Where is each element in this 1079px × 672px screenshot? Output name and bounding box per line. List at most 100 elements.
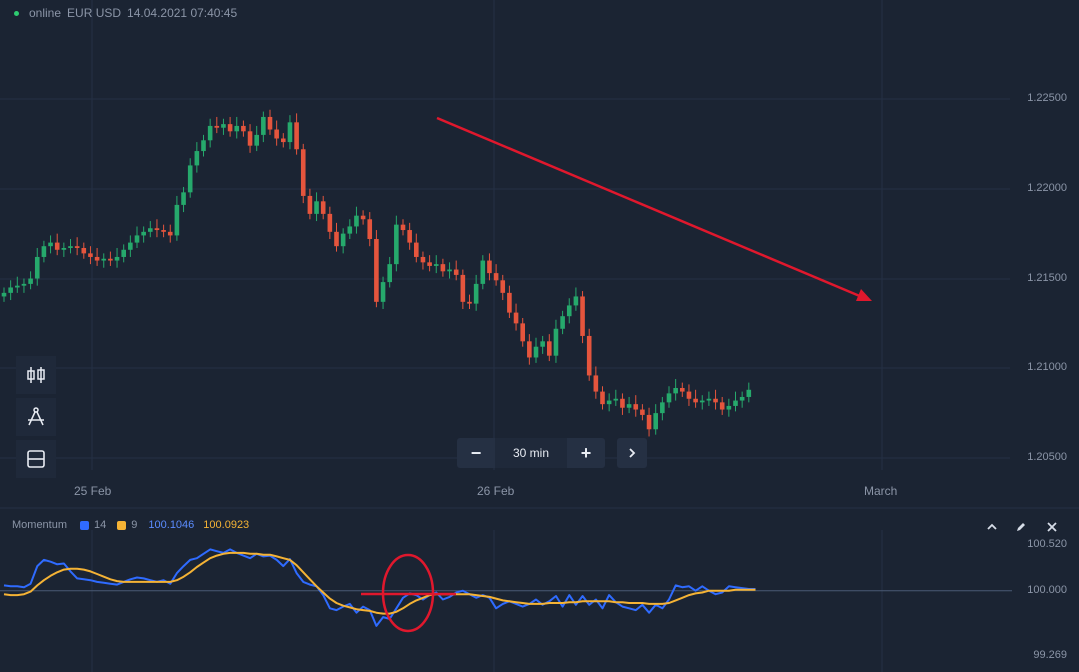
candle-up xyxy=(626,404,632,408)
momentum-9-line xyxy=(3,551,756,615)
candle-down xyxy=(274,129,279,139)
candle-down xyxy=(593,375,599,392)
candle-up xyxy=(733,400,738,406)
price-tick: 1.20500 xyxy=(1027,451,1067,463)
candle-down xyxy=(241,125,246,132)
candle-up xyxy=(201,140,206,152)
candle-down xyxy=(407,230,412,243)
candle-down xyxy=(320,201,326,214)
date-tick: 26 Feb xyxy=(477,484,515,498)
close-indicator-button[interactable] xyxy=(1043,518,1061,536)
candle-up xyxy=(613,398,619,401)
candle-down xyxy=(460,274,466,302)
candle-up xyxy=(354,215,359,227)
status-label: online xyxy=(29,6,62,20)
candle-down xyxy=(440,264,446,272)
indicator-tick: 99.269 xyxy=(1033,649,1067,661)
collapse-icon xyxy=(987,523,997,530)
indicator-legend: Momentum 14 9 100.1046 100.0923 xyxy=(12,519,249,531)
indicator-period-1: 14 xyxy=(94,519,107,531)
candle-down xyxy=(453,269,459,275)
drawing-compass-icon xyxy=(28,407,44,426)
candle-up xyxy=(1,292,7,297)
indicator-name: Momentum xyxy=(12,519,68,531)
edit-icon xyxy=(1017,523,1025,531)
candle-up xyxy=(287,122,293,143)
series-swatch-orange xyxy=(117,520,127,530)
candle-up xyxy=(61,247,67,250)
candle-up xyxy=(174,204,180,236)
series-swatch-blue xyxy=(80,520,90,530)
zoom-out-button[interactable]: − xyxy=(470,442,482,463)
candle-up xyxy=(314,201,319,214)
online-status-dot xyxy=(14,10,19,16)
indicator-value-2: 100.0923 xyxy=(203,519,250,531)
candle-up xyxy=(141,231,146,236)
candle-down xyxy=(520,323,525,342)
candle-up xyxy=(234,125,240,132)
candle-down xyxy=(487,260,492,274)
candle-down xyxy=(420,256,426,263)
candle-down xyxy=(680,387,685,392)
edit-indicator-button[interactable] xyxy=(1012,518,1030,536)
price-tick: 1.22500 xyxy=(1027,92,1067,104)
candle-down xyxy=(414,242,419,257)
candle-down xyxy=(713,398,718,403)
candle-up xyxy=(739,396,745,401)
candle-up xyxy=(673,387,678,394)
candle-up xyxy=(134,235,140,243)
candle-up xyxy=(68,246,73,248)
timeframe-label[interactable]: 30 min xyxy=(495,438,567,468)
candle-down xyxy=(334,231,339,247)
candle-up xyxy=(21,283,27,286)
candle-down xyxy=(54,242,60,250)
candle-up xyxy=(207,125,213,141)
candle-up xyxy=(380,282,386,302)
candle-up xyxy=(194,151,200,166)
candle-down xyxy=(281,138,286,143)
chevron-right-icon xyxy=(629,448,636,458)
candle-down xyxy=(507,292,512,313)
candle-down xyxy=(493,273,499,281)
candle-down xyxy=(686,391,692,399)
candle-down xyxy=(81,247,87,254)
zoom-in-button[interactable]: + xyxy=(580,442,592,463)
annotations xyxy=(361,116,872,633)
candle-up xyxy=(533,346,539,358)
candle-up xyxy=(540,341,545,347)
candle-up xyxy=(573,296,579,306)
candle-down xyxy=(214,125,220,128)
indicator-tick: 100.000 xyxy=(1027,584,1067,596)
candle-down xyxy=(500,280,506,293)
candle-down xyxy=(580,296,585,336)
scroll-right-button[interactable] xyxy=(617,438,647,468)
drawing-tools-button[interactable] xyxy=(16,398,56,436)
candle-up xyxy=(148,228,153,232)
candle-up xyxy=(553,328,559,356)
candle-down xyxy=(294,122,299,150)
candle-down xyxy=(307,195,313,214)
date-tick: March xyxy=(864,484,898,498)
candle-down xyxy=(167,231,173,236)
layout-button[interactable] xyxy=(16,440,56,478)
candle-up xyxy=(566,305,572,317)
candle-up xyxy=(473,283,479,304)
candle-up xyxy=(746,389,752,397)
indicator-value-1: 100.1046 xyxy=(148,519,195,531)
candle-down xyxy=(227,124,233,132)
close-icon xyxy=(1047,522,1057,532)
candlestick-icon xyxy=(27,367,45,383)
trend-arrow-line xyxy=(436,116,863,299)
candle-up xyxy=(48,242,53,247)
candle-up xyxy=(128,242,133,250)
candle-down xyxy=(693,398,698,403)
candle-up xyxy=(666,393,672,403)
collapse-indicator-button[interactable] xyxy=(983,518,1001,536)
candle-up xyxy=(706,398,712,401)
candle-down xyxy=(427,262,432,266)
candle-down xyxy=(547,341,552,356)
chart-type-button[interactable] xyxy=(16,356,56,394)
timeframe-selector: − 30 min + xyxy=(457,438,605,468)
